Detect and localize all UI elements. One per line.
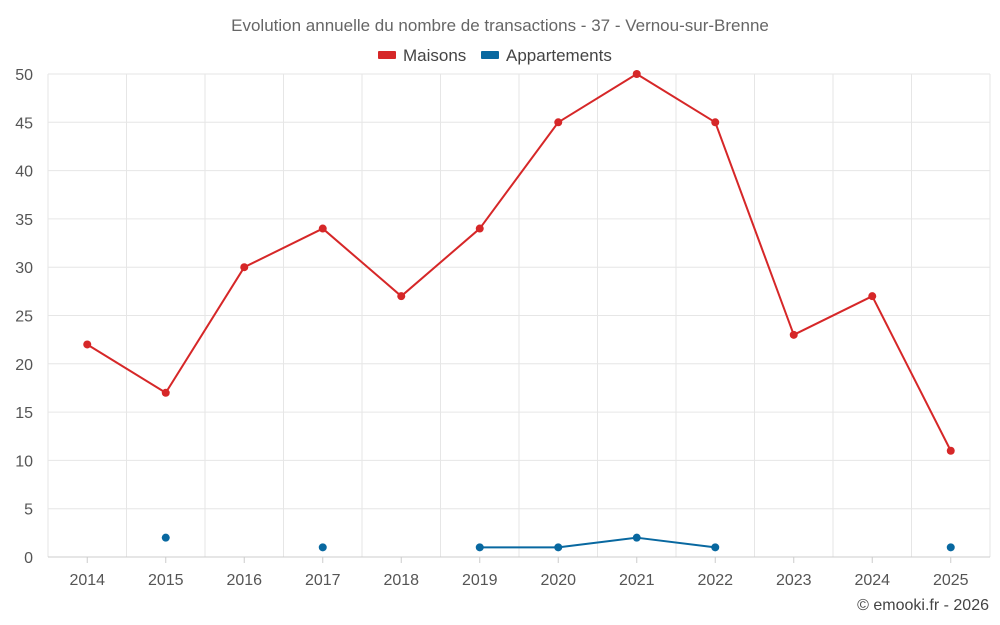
data-point[interactable] (711, 118, 720, 127)
legend-item-appartements[interactable]: Appartements (481, 46, 612, 65)
x-tick-label: 2018 (383, 572, 419, 589)
legend-label-maisons: Maisons (403, 46, 466, 65)
data-point[interactable] (397, 292, 406, 301)
data-point[interactable] (554, 118, 563, 127)
y-tick-label: 35 (15, 212, 33, 229)
legend-label-appartements: Appartements (506, 46, 612, 65)
y-tick-label: 40 (15, 164, 33, 181)
data-point[interactable] (789, 330, 798, 339)
x-tick-label: 2020 (540, 572, 576, 589)
legend-swatch-maisons (378, 51, 396, 59)
x-tick-label: 2016 (226, 572, 262, 589)
x-tick-label: 2024 (854, 572, 890, 589)
chart-title: Evolution annuelle du nombre de transact… (231, 16, 769, 35)
x-tick-label: 2015 (148, 572, 184, 589)
data-point[interactable] (475, 543, 484, 552)
series (83, 70, 955, 552)
data-point[interactable] (318, 224, 327, 233)
series-appartements (161, 533, 955, 552)
y-tick-label: 0 (24, 550, 33, 567)
data-point[interactable] (554, 543, 563, 552)
x-axis-ticks: 2014 2015 2016 2017 2018 2019 2020 2021 2022 2023… (69, 557, 969, 589)
legend-swatch-appartements (481, 51, 499, 59)
legend: Maisons Appartements (378, 46, 612, 65)
grid (47, 73, 991, 558)
data-point[interactable] (318, 543, 327, 552)
x-tick-label: 2022 (697, 572, 733, 589)
y-tick-label: 30 (15, 260, 33, 277)
data-point[interactable] (240, 263, 249, 272)
data-point[interactable] (475, 224, 484, 233)
x-tick-label: 2021 (619, 572, 655, 589)
x-tick-label: 2019 (462, 572, 498, 589)
data-point[interactable] (946, 446, 955, 455)
data-point[interactable] (868, 292, 877, 301)
data-point[interactable] (632, 70, 641, 78)
x-tick-label: 2017 (305, 572, 341, 589)
y-tick-label: 15 (15, 405, 33, 422)
data-point[interactable] (161, 533, 170, 542)
data-point[interactable] (946, 543, 955, 552)
y-tick-label: 5 (24, 502, 33, 519)
y-tick-label: 25 (15, 309, 33, 326)
y-axis-ticks: 0 5 10 15 20 25 30 35 40 45 50 (15, 67, 33, 567)
x-tick-label: 2014 (69, 572, 105, 589)
y-tick-label: 50 (15, 67, 33, 84)
x-tick-label: 2023 (776, 572, 812, 589)
y-tick-label: 20 (15, 357, 33, 374)
y-tick-label: 10 (15, 453, 33, 470)
credit-text: © emooki.fr - 2026 (857, 597, 989, 614)
data-point[interactable] (711, 543, 720, 552)
y-tick-label: 45 (15, 115, 33, 132)
data-point[interactable] (632, 533, 641, 542)
series-maisons (83, 70, 955, 455)
data-point[interactable] (83, 340, 92, 349)
x-tick-label: 2025 (933, 572, 969, 589)
legend-item-maisons[interactable]: Maisons (378, 46, 466, 65)
series-line (479, 536, 716, 549)
data-point[interactable] (161, 388, 170, 397)
series-line (86, 73, 952, 452)
